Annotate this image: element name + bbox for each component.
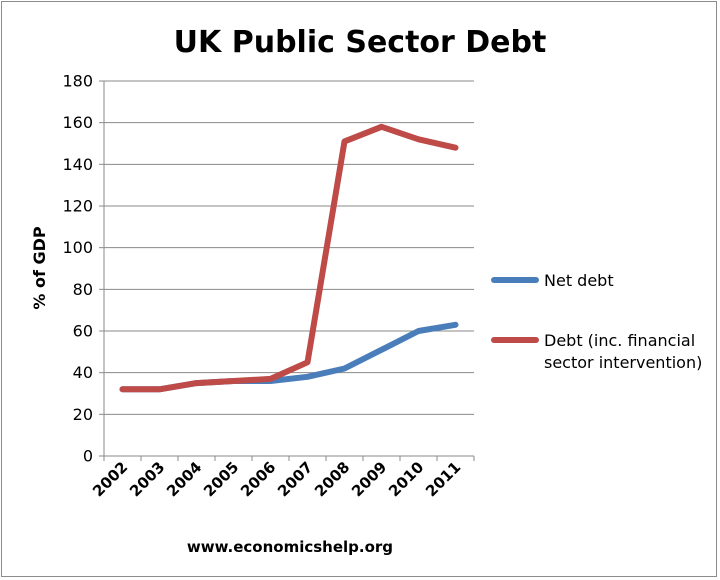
legend: Net debt Debt (inc. financial sector inter… [491, 271, 702, 372]
y-axis-label: % of GDP [30, 226, 49, 310]
x-tick-label: 2003 [126, 458, 168, 500]
x-tick-label: 2004 [163, 458, 205, 500]
x-tick-label: 2010 [385, 458, 427, 500]
x-tick-label: 2005 [200, 458, 242, 500]
legend-label: sector intervention) [544, 353, 702, 372]
y-tick-label: 140 [62, 155, 93, 174]
y-tick-label: 60 [73, 322, 93, 341]
gridlines [104, 80, 474, 415]
y-tick-label: 40 [73, 363, 93, 382]
y-tick-labels: 0 20 40 60 80 100 120 140 160 180 [62, 72, 93, 466]
source-label: www.economicshelp.org [187, 538, 393, 556]
x-tick-label: 2006 [237, 458, 279, 500]
x-tick-label: 2002 [89, 458, 131, 500]
net-debt-line [119, 321, 459, 393]
y-tick-label: 120 [62, 197, 93, 216]
x-tick-label: 2009 [348, 458, 390, 500]
y-tick-label: 180 [62, 72, 93, 91]
series-lines [119, 123, 459, 393]
y-tick-label: 20 [73, 405, 93, 424]
y-tick-label: 100 [62, 238, 93, 257]
debt-inc-intervention-line [119, 123, 459, 393]
legend-label: Net debt [544, 271, 614, 290]
y-tick-label: 0 [83, 447, 93, 466]
y-tick-label: 80 [73, 280, 93, 299]
x-tick-label: 2008 [311, 458, 353, 500]
x-tick-label: 2007 [274, 458, 316, 500]
legend-label: Debt (inc. financial [544, 331, 695, 350]
chart-title: UK Public Sector Debt [174, 25, 547, 60]
axes [99, 80, 475, 461]
x-tick-label: 2011 [422, 458, 464, 500]
y-tick-label: 160 [62, 113, 93, 132]
